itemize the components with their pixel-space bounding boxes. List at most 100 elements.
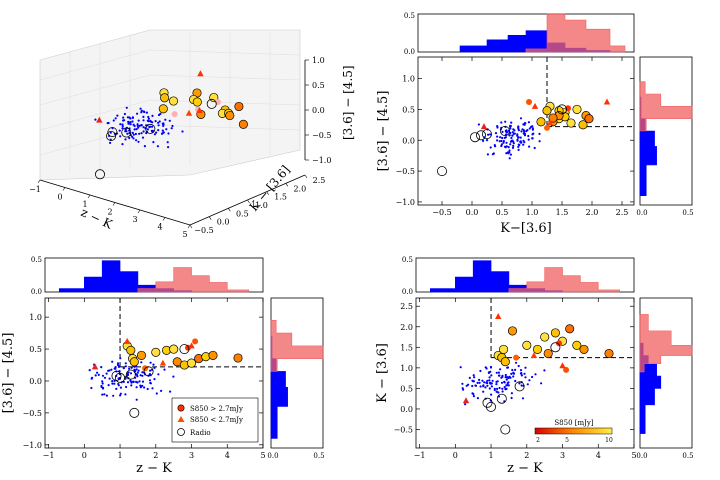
background-point — [496, 139, 499, 142]
background-point — [143, 386, 146, 389]
background-point — [504, 120, 507, 123]
background-point — [109, 131, 112, 134]
background-point — [509, 124, 512, 127]
submm-source-small — [565, 105, 571, 112]
colorbar-label: S850 [mJy] — [554, 419, 594, 427]
y-tick-mark — [189, 224, 193, 229]
radio-source-marker — [500, 424, 511, 435]
x-tick-label: 2.0 — [586, 208, 599, 217]
background-point — [145, 111, 148, 114]
background-point — [155, 131, 158, 134]
hist-submm-bars — [270, 320, 324, 372]
background-point — [131, 120, 134, 123]
background-point — [461, 387, 464, 390]
background-point — [162, 131, 165, 134]
background-point — [119, 386, 122, 389]
scatter-points — [436, 98, 611, 177]
faint-source-marker — [546, 119, 554, 126]
submm-source-marker — [542, 106, 552, 116]
y-tick-label: −0.5 — [394, 426, 413, 435]
background-point — [147, 115, 150, 119]
y-tick-label: 0.5 — [29, 345, 42, 354]
axes3d-back-panes — [39, 29, 301, 181]
y-ticks: −0.5 0.0 0.5 1.0 1.5 2.0 2.5 — [394, 302, 634, 435]
background-point — [171, 124, 174, 128]
background-point — [88, 369, 91, 372]
selection-lines — [490, 298, 634, 359]
background-point — [130, 384, 133, 387]
submm-source-marker — [566, 118, 576, 128]
main-axes-frame — [44, 297, 264, 449]
submm-source-marker — [507, 326, 518, 336]
background-point — [146, 128, 149, 131]
right-hist-tick-label: 0.0 — [636, 209, 647, 217]
background-point — [156, 145, 159, 148]
background-point — [117, 377, 120, 380]
background-point — [105, 394, 108, 397]
background-point — [482, 390, 485, 393]
y-tick-label: −1.0 — [396, 198, 415, 207]
background-point — [506, 366, 510, 369]
background-point — [90, 386, 93, 390]
background-point — [137, 119, 140, 122]
y-tick-mark — [247, 199, 250, 204]
y-tick-label: 0.0 — [217, 218, 230, 227]
background-point — [507, 152, 510, 155]
background-point — [499, 368, 502, 371]
y-tick-label: −1.0 — [23, 441, 42, 450]
background-point — [490, 385, 493, 388]
background-point — [133, 124, 136, 128]
main-axes-frame — [417, 56, 635, 206]
background-point — [129, 372, 133, 375]
legend-box — [171, 397, 259, 443]
background-point — [140, 132, 143, 135]
background-point — [486, 153, 489, 156]
background-point — [151, 114, 154, 117]
background-point — [125, 130, 128, 133]
background-point — [94, 374, 97, 377]
submm-source-small — [171, 111, 178, 118]
background-point — [479, 369, 482, 373]
background-point — [490, 374, 493, 377]
faint-source-marker — [196, 107, 203, 114]
radio-source-marker — [121, 127, 132, 138]
background-point — [135, 368, 138, 371]
background-point — [111, 380, 114, 383]
submm-source-marker — [500, 357, 510, 367]
background-point — [472, 395, 475, 398]
legend-marker-bright — [177, 404, 185, 412]
submm-source-marker — [233, 353, 243, 363]
background-point — [478, 381, 481, 384]
background-point — [515, 361, 518, 364]
axis3d-z-ticks: −1.0 −0.5 0.0 0.5 1.0 — [305, 56, 331, 165]
background-point — [131, 131, 134, 134]
background-point — [498, 386, 501, 390]
background-point — [133, 128, 136, 131]
x-tick-mark — [112, 202, 116, 206]
radio-source-marker — [107, 127, 118, 138]
background-point — [486, 382, 489, 385]
background-point — [150, 120, 153, 123]
background-point — [482, 139, 485, 142]
background-point — [495, 390, 498, 393]
z-tick-label: 0.5 — [312, 81, 325, 90]
background-point — [491, 379, 494, 382]
submm-source-marker — [186, 358, 197, 368]
background-point — [118, 365, 121, 368]
y-tick-label: 1.0 — [400, 364, 413, 373]
submm-source-small — [192, 338, 199, 345]
y-tick-label: 0.0 — [29, 377, 42, 386]
background-point — [107, 369, 110, 372]
colorbar: S850 [mJy] 2 5 10 — [534, 419, 613, 444]
background-point — [489, 381, 492, 384]
x-axis-label: K−[3.6] — [500, 221, 551, 236]
right-histogram — [639, 314, 693, 434]
x-ticks: −1 0 1 2 3 4 5 — [43, 298, 266, 460]
background-point — [132, 380, 135, 383]
background-point — [124, 138, 127, 141]
legend-label-faint: S850 < 2.7mJy — [190, 416, 243, 424]
x-tick-label: 4 — [157, 223, 162, 232]
hist-submm-bars — [137, 267, 250, 293]
radio-source-marker — [179, 344, 190, 355]
background-point — [487, 371, 490, 374]
